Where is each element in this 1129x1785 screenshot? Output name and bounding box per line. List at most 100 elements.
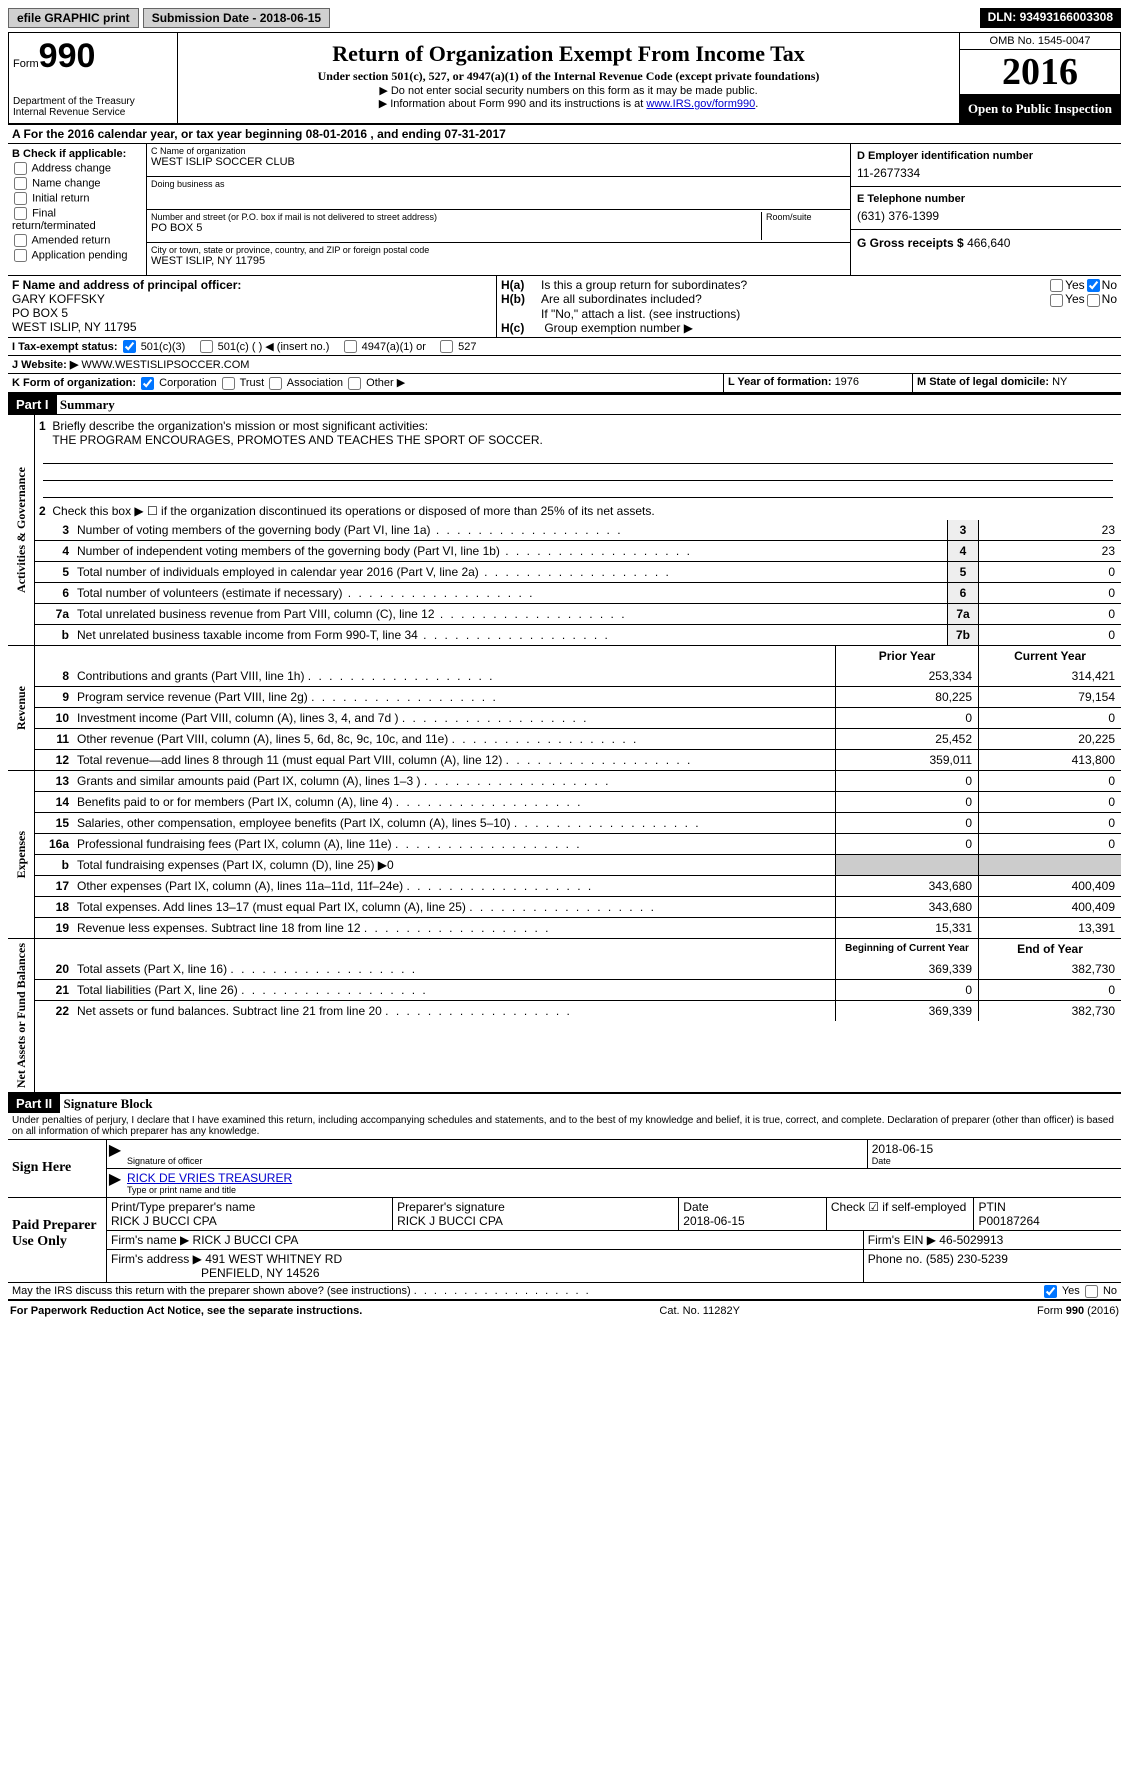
cb-address-change[interactable]: Address change <box>12 162 142 175</box>
no-label: No <box>1103 1285 1117 1297</box>
hb-yes[interactable]: Yes <box>1048 292 1085 306</box>
sig-officer-label: Signature of officer <box>127 1156 863 1166</box>
cb-assoc[interactable]: Association <box>267 377 343 389</box>
firm-addr-label: Firm's address ▶ <box>111 1252 205 1266</box>
cb-final-return[interactable]: Final return/terminated <box>12 207 142 232</box>
page-footer: For Paperwork Reduction Act Notice, see … <box>8 1299 1121 1321</box>
table-row: 5Total number of individuals employed in… <box>35 561 1121 582</box>
prep-date: 2018-06-15 <box>683 1214 822 1228</box>
dept-treasury: Department of the Treasury Internal Reve… <box>13 96 173 118</box>
table-row: 8Contributions and grants (Part VIII, li… <box>35 666 1121 686</box>
no-label: No <box>1102 278 1117 292</box>
officer-name-label: Type or print name and title <box>127 1185 1117 1195</box>
dln-prefix: DLN: <box>988 10 1020 24</box>
arrow-icon: ▶ <box>107 1169 123 1197</box>
part-2-label: Part II <box>8 1094 60 1113</box>
prep-sig: RICK J BUCCI CPA <box>397 1214 674 1228</box>
cb-corp[interactable]: Corporation <box>139 377 217 389</box>
table-row: bNet unrelated business taxable income f… <box>35 624 1121 645</box>
cb-other[interactable]: Other ▶ <box>346 377 405 389</box>
opt-label: Corporation <box>159 377 216 389</box>
box-b-label: B Check if applicable: <box>12 148 142 160</box>
form-990-footer: Form 990 (2016) <box>1037 1305 1119 1317</box>
table-row: 21Total liabilities (Part X, line 26) 00 <box>35 979 1121 1000</box>
box-h: H(a) Is this a group return for subordin… <box>497 276 1121 337</box>
discuss-no[interactable]: No <box>1083 1285 1117 1297</box>
date-label: Date <box>872 1156 1117 1166</box>
irs-link[interactable]: www.IRS.gov/form990 <box>646 98 755 110</box>
table-row: 14Benefits paid to or for members (Part … <box>35 791 1121 812</box>
gross-receipts-value: 466,640 <box>967 236 1010 250</box>
tax-year-begin: 08-01-2016 <box>306 127 367 141</box>
cb-4947[interactable]: 4947(a)(1) or <box>342 341 426 353</box>
section-governance: Activities & Governance 1 Briefly descri… <box>8 414 1121 645</box>
table-row: 17Other expenses (Part IX, column (A), l… <box>35 875 1121 896</box>
paid-preparer-section: Paid Preparer Use Only Print/Type prepar… <box>8 1197 1121 1282</box>
header-boxes: B Check if applicable: Address change Na… <box>8 144 1121 275</box>
phone-label: E Telephone number <box>857 193 1115 205</box>
officer-name: GARY KOFFSKY <box>12 292 492 306</box>
row-f-h: F Name and address of principal officer:… <box>8 275 1121 337</box>
submission-date-button[interactable]: Submission Date - 2018-06-15 <box>143 8 330 28</box>
cb-501c[interactable]: 501(c) ( ) ◀ (insert no.) <box>198 341 330 353</box>
begin-year-header: Beginning of Current Year <box>835 939 978 959</box>
firm-addr1: 491 WEST WHITNEY RD <box>205 1252 342 1266</box>
box-i: I Tax-exempt status: 501(c)(3) 501(c) ( … <box>8 337 1121 356</box>
cb-label: Address change <box>31 162 111 174</box>
prep-sig-label: Preparer's signature <box>397 1200 674 1214</box>
opt-label: 4947(a)(1) or <box>362 341 426 353</box>
year-formation: 1976 <box>835 376 859 388</box>
section-expenses: Expenses 13Grants and similar amounts pa… <box>8 770 1121 938</box>
hb-no[interactable]: No <box>1085 292 1117 306</box>
officer-name-link[interactable]: RICK DE VRIES TREASURER <box>127 1171 292 1185</box>
firm-name-label: Firm's name ▶ <box>111 1233 193 1247</box>
submission-label: Submission Date - <box>152 11 260 25</box>
cb-initial-return[interactable]: Initial return <box>12 192 142 205</box>
prep-name: RICK J BUCCI CPA <box>111 1214 388 1228</box>
form-subtitle: Under section 501(c), 527, or 4947(a)(1)… <box>188 69 949 84</box>
cb-app-pending[interactable]: Application pending <box>12 249 142 262</box>
cb-name-change[interactable]: Name change <box>12 177 142 190</box>
discuss-yes[interactable]: Yes <box>1042 1285 1080 1297</box>
info-link-line: ▶ Information about Form 990 and its ins… <box>188 97 949 110</box>
efile-print-button[interactable]: efile GRAPHIC print <box>8 8 139 28</box>
cb-527[interactable]: 527 <box>438 341 476 353</box>
domicile-label: M State of legal domicile: <box>917 376 1052 388</box>
net-vlabel: Net Assets or Fund Balances <box>12 939 31 1092</box>
cb-label: Amended return <box>31 234 110 246</box>
form-header: Form990 Department of the Treasury Inter… <box>8 32 1121 124</box>
sign-here-label: Sign Here <box>8 1140 106 1197</box>
city-value: WEST ISLIP, NY 11795 <box>151 255 846 267</box>
org-name-label: C Name of organization <box>151 146 846 156</box>
box-c: C Name of organization WEST ISLIP SOCCER… <box>147 144 850 275</box>
cb-amended[interactable]: Amended return <box>12 234 142 247</box>
form-word: Form <box>13 58 39 70</box>
ha-no[interactable]: No <box>1085 278 1117 292</box>
officer-addr2: WEST ISLIP, NY 11795 <box>12 320 492 334</box>
opt-label: 527 <box>458 341 476 353</box>
ptin-value: P00187264 <box>978 1214 1117 1228</box>
ha-yes[interactable]: Yes <box>1048 278 1085 292</box>
opt-label: 501(c)(3) <box>141 341 186 353</box>
section-a: A For the 2016 calendar year, or tax yea… <box>8 124 1121 144</box>
table-row: 16aProfessional fundraising fees (Part I… <box>35 833 1121 854</box>
room-label: Room/suite <box>766 212 846 222</box>
opt-label: Association <box>287 377 343 389</box>
cat-no: Cat. No. 11282Y <box>659 1305 740 1317</box>
part-1-header: Part I Summary <box>8 393 1121 414</box>
self-employed-check[interactable]: Check ☑ if self-employed <box>831 1200 970 1214</box>
officer-label: F Name and address of principal officer: <box>12 278 492 292</box>
cb-501c3[interactable]: 501(c)(3) <box>121 341 186 353</box>
part-1-label: Part I <box>8 395 57 414</box>
line2-text: Check this box ▶ ☐ if the organization d… <box>52 504 654 518</box>
city-label: City or town, state or province, country… <box>151 245 846 255</box>
cb-trust[interactable]: Trust <box>220 377 265 389</box>
domicile: NY <box>1052 376 1067 388</box>
ptin-label: PTIN <box>978 1200 1117 1214</box>
arrow-icon: ▶ <box>107 1140 123 1168</box>
cb-label: Name change <box>32 177 101 189</box>
table-row: 22Net assets or fund balances. Subtract … <box>35 1000 1121 1021</box>
table-row: 20Total assets (Part X, line 16) 369,339… <box>35 959 1121 979</box>
info-prefix: ▶ Information about Form 990 and its ins… <box>379 98 647 110</box>
year-formation-label: L Year of formation: <box>728 376 835 388</box>
